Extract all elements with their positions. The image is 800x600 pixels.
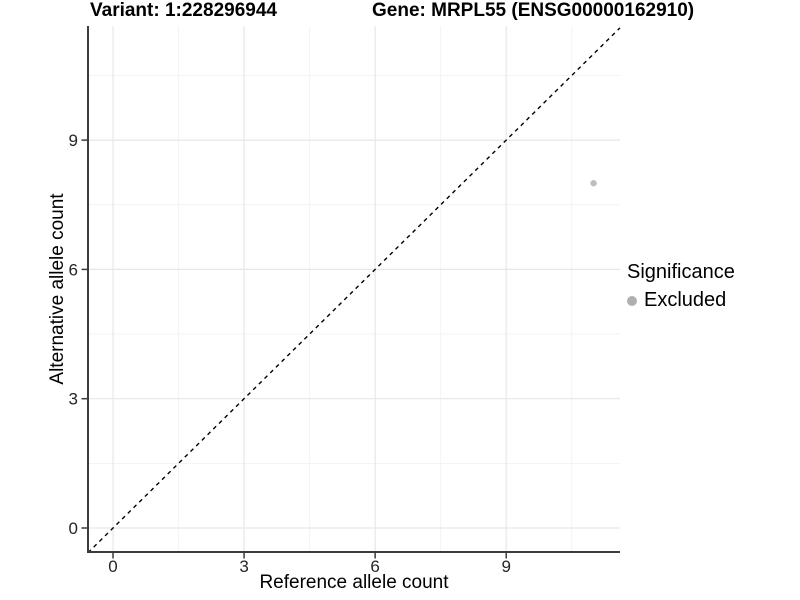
legend-entries: Excluded xyxy=(627,289,735,312)
x-tick-label: 9 xyxy=(501,557,510,576)
y-tick-label: 3 xyxy=(69,390,78,409)
x-tick-label: 3 xyxy=(239,557,248,576)
x-tick-label: 0 xyxy=(108,557,117,576)
legend-entry: Excluded xyxy=(627,289,735,312)
legend-key-dot-icon xyxy=(627,295,637,306)
y-tick-label: 6 xyxy=(69,260,78,279)
legend-title: Significance xyxy=(627,261,735,283)
data-point xyxy=(590,180,597,187)
y-tick-label: 9 xyxy=(69,131,78,150)
legend: Significance Excluded xyxy=(627,261,735,312)
plot-title-gene: Gene: MRPL55 (ENSG00000162910) xyxy=(372,0,695,21)
y-axis-title: Alternative allele count xyxy=(47,193,68,385)
y-tick-label: 0 xyxy=(69,519,78,538)
identity-line xyxy=(87,27,621,554)
x-tick-label: 6 xyxy=(370,557,379,576)
legend-entry-label: Excluded xyxy=(644,289,727,311)
plot-title-variant: Variant: 1:228296944 xyxy=(90,0,277,21)
x-axis-title: Reference allele count xyxy=(259,572,449,593)
